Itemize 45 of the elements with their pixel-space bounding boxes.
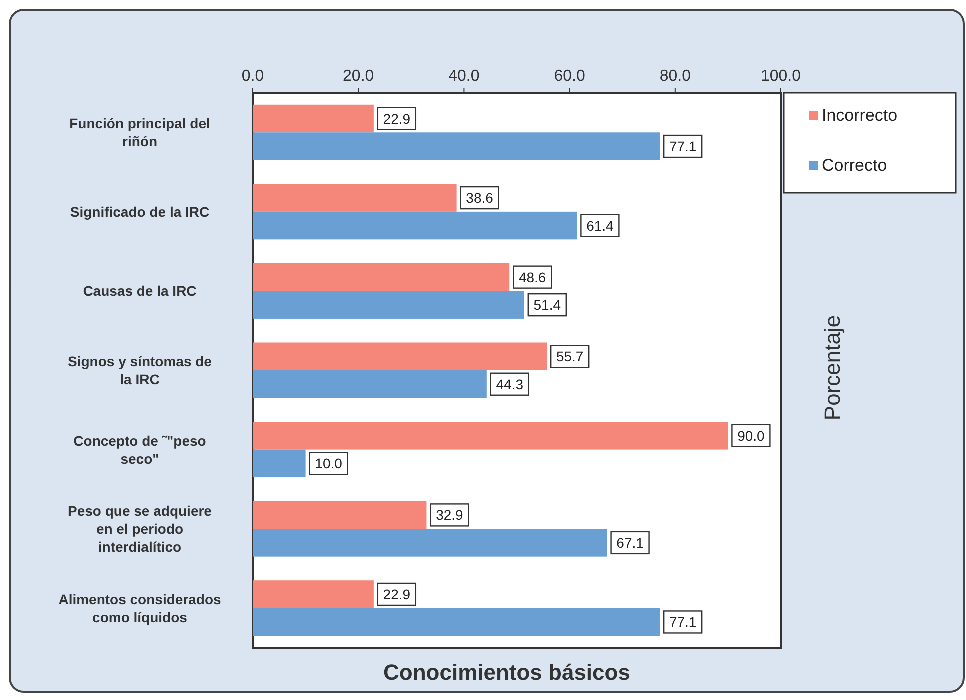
y-tick-label: Causas de la IRC (83, 283, 197, 300)
data-label: 61.4 (586, 218, 614, 234)
legend-label: Incorrecto (822, 106, 898, 125)
legend-label: Correcto (822, 156, 888, 175)
x-tick-label: 20.0 (343, 68, 374, 85)
y2-axis-title: Porcentaje (820, 315, 845, 421)
data-label: 10.0 (315, 456, 343, 472)
x-tick-label: 40.0 (448, 68, 480, 85)
y-tick-label: Concepto de ˜"peso seco" (74, 432, 206, 467)
x-axis-title: Conocimientos básicos (384, 660, 630, 685)
bar (253, 184, 457, 212)
data-label: 38.6 (466, 190, 494, 206)
y-tick-label: Función principal del riñón (70, 116, 210, 150)
bar (253, 342, 548, 370)
bar (253, 580, 374, 608)
bar (253, 608, 660, 636)
data-label: 22.9 (383, 110, 411, 127)
data-label: 77.1 (669, 138, 697, 155)
y-tick-label: Peso que se adquiere en el periodo interdialítico (68, 503, 212, 556)
bar (253, 422, 728, 450)
bar (253, 132, 660, 160)
y-tick-label: Significado de la IRC (70, 204, 210, 220)
data-label: 22.9 (383, 586, 411, 602)
bar (253, 291, 524, 319)
bar (253, 212, 578, 240)
x-tick-label: 0.0 (242, 68, 264, 85)
bar (253, 263, 510, 292)
data-label: 90.0 (738, 428, 766, 444)
x-tick-label: 80.0 (660, 68, 692, 85)
bar (253, 370, 487, 398)
bar (253, 501, 427, 530)
bar (253, 529, 608, 557)
y-tick-label: Signos y síntomas de la IRC (68, 354, 212, 388)
data-label: 77.1 (669, 614, 697, 630)
data-label: 51.4 (534, 297, 562, 314)
y-tick-label: Alimentos considerados como líquidos (58, 591, 222, 626)
data-label: 44.3 (496, 376, 524, 392)
data-label: 48.6 (518, 269, 546, 286)
data-label: 32.9 (436, 507, 464, 524)
x-tick-label: 100.0 (760, 68, 802, 85)
bar (253, 104, 374, 133)
data-label: 55.7 (556, 348, 584, 365)
bar (253, 450, 306, 478)
data-label: 67.1 (616, 534, 644, 551)
x-tick-label: 60.0 (554, 68, 586, 85)
